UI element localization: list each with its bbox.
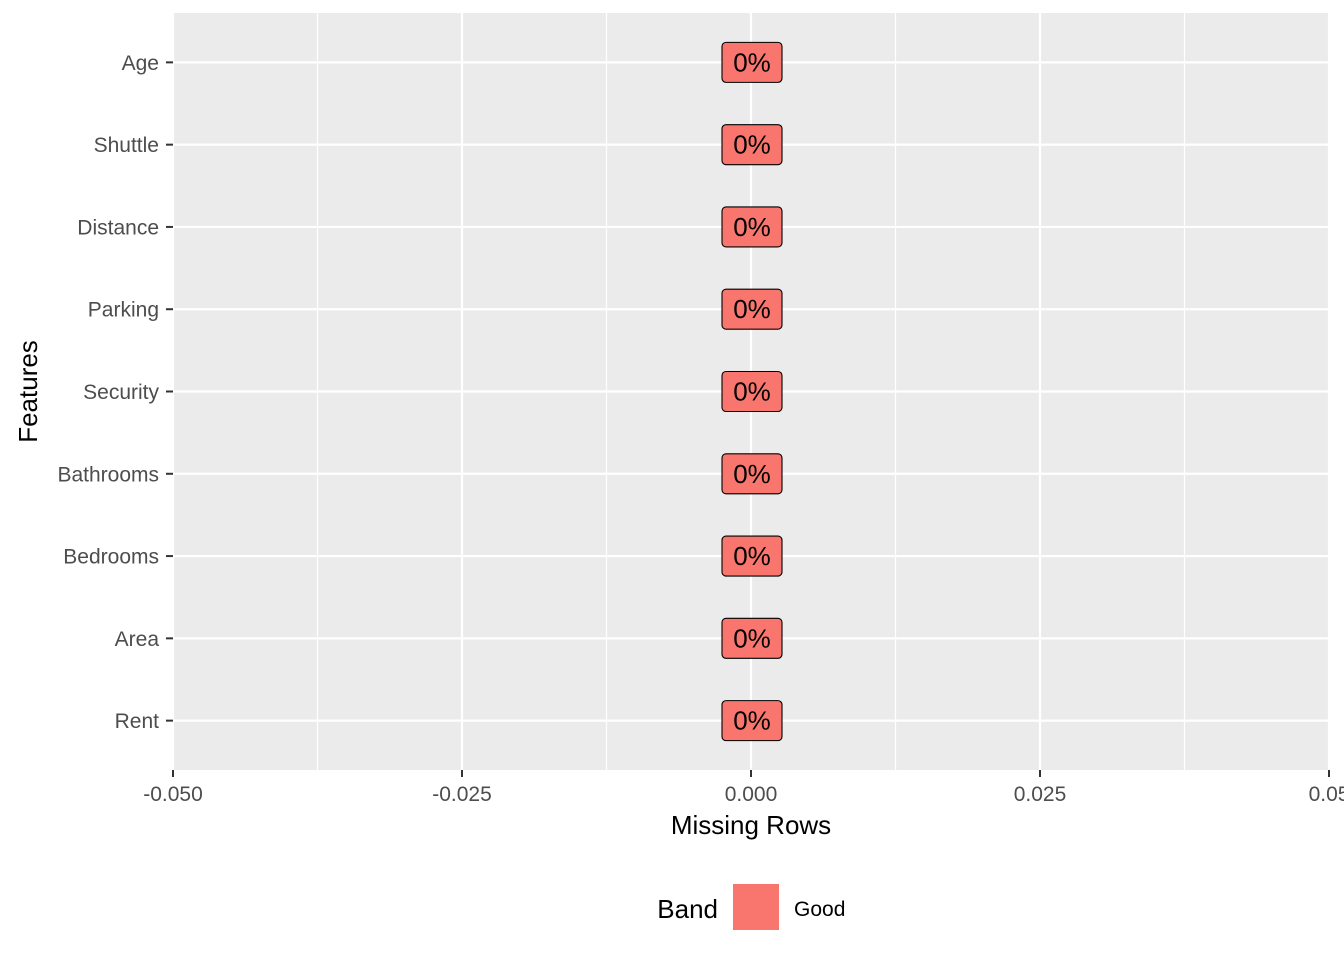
x-tick-label: -0.050 bbox=[143, 783, 203, 806]
y-tick-label: Area bbox=[115, 628, 160, 651]
y-axis-title: Features bbox=[13, 340, 43, 443]
legend-label-good: Good bbox=[794, 898, 845, 921]
data-label-box bbox=[721, 617, 783, 659]
data-label: 0% bbox=[733, 623, 771, 653]
x-tick-label: 0.000 bbox=[725, 783, 778, 806]
y-tick-label: Security bbox=[83, 381, 159, 404]
y-tick-label: Rent bbox=[115, 710, 160, 733]
data-label-box bbox=[721, 700, 783, 742]
y-axis: Age Shuttle Distance Parking Security Bathroo… bbox=[57, 52, 173, 733]
data-label: 0% bbox=[733, 130, 771, 160]
x-axis: -0.050 -0.025 0.000 0.025 0.05 bbox=[143, 770, 1344, 806]
data-label: 0% bbox=[733, 459, 771, 489]
data-label-box bbox=[721, 370, 783, 413]
data-label: 0% bbox=[733, 541, 771, 571]
data-label-box bbox=[721, 288, 783, 330]
data-label-box bbox=[721, 453, 783, 495]
data-label-box bbox=[721, 124, 783, 166]
legend-key-good bbox=[733, 884, 779, 930]
y-tick-label: Shuttle bbox=[94, 134, 159, 157]
y-tick-label: Parking bbox=[88, 299, 159, 322]
y-tick-label: Bathrooms bbox=[57, 463, 159, 486]
y-tick-label: Age bbox=[122, 52, 159, 75]
data-label-box bbox=[721, 41, 783, 83]
data-label-box bbox=[721, 535, 783, 577]
bars-layer: 0% 0% 0% 0% 0% 0% 0% 0% 0% bbox=[721, 41, 783, 742]
y-tick-label: Distance bbox=[77, 216, 159, 239]
data-label: 0% bbox=[733, 294, 771, 324]
legend: Band Good bbox=[657, 884, 845, 930]
x-tick-label: 0.05 bbox=[1309, 783, 1344, 806]
data-label: 0% bbox=[733, 706, 771, 736]
x-tick-label: 0.025 bbox=[1014, 783, 1067, 806]
x-axis-title: Missing Rows bbox=[671, 810, 831, 840]
y-tick-label: Bedrooms bbox=[63, 546, 159, 569]
data-label: 0% bbox=[733, 212, 771, 242]
data-label: 0% bbox=[733, 377, 771, 407]
data-label: 0% bbox=[733, 47, 771, 77]
legend-title: Band bbox=[657, 894, 718, 924]
x-tick-label: -0.025 bbox=[432, 783, 492, 806]
data-label-box bbox=[721, 206, 783, 248]
